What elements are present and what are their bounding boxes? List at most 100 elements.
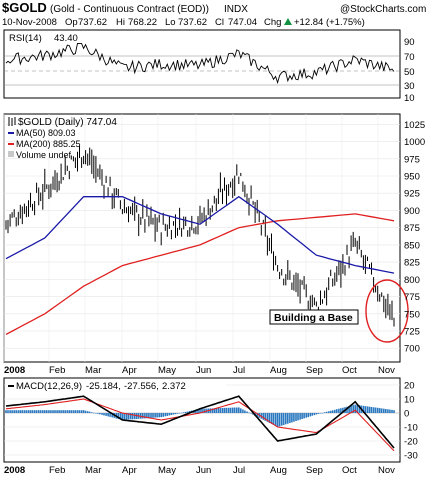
histogram-bar: [354, 404, 356, 413]
histogram-bar: [11, 410, 13, 413]
histogram-bar: [238, 407, 240, 413]
histogram-bar: [82, 410, 85, 413]
ma200-line: [5, 213, 395, 335]
change-value: +12.84 (+1.75%): [294, 17, 365, 28]
macd-value: -25.184,: [86, 381, 121, 392]
histogram-bar: [227, 407, 230, 413]
histogram-bar: [246, 411, 248, 413]
histogram-bar: [291, 413, 293, 423]
x-label: Mar: [85, 465, 101, 476]
histogram-value: 2.372: [162, 381, 186, 392]
base-highlight-circle: [365, 279, 409, 343]
histogram-bar: [29, 410, 32, 413]
price-tick: 950: [404, 172, 420, 183]
histogram-bar: [380, 408, 383, 413]
histogram-bar: [58, 410, 60, 413]
x-axis-price: 2008 Feb Mar Apr May Jun Jul Aug Sep Oct…: [4, 365, 395, 376]
price-tick: 800: [404, 275, 420, 286]
histogram-bar: [221, 408, 224, 413]
histogram-bar: [309, 413, 312, 417]
x-label: May: [158, 365, 176, 376]
histogram-bar: [5, 410, 7, 413]
histogram-bar: [366, 406, 369, 413]
histogram-bar: [119, 413, 122, 420]
macd-tick: -20: [404, 437, 418, 448]
histogram-bar: [329, 410, 332, 413]
x-label: Nov: [378, 465, 395, 476]
histogram-bar: [107, 413, 109, 417]
histogram-bar: [225, 407, 228, 413]
ma200-label: MA(200) 885.25: [16, 139, 81, 149]
histogram-bar: [97, 413, 99, 414]
histogram-bar: [383, 408, 385, 413]
histogram-bar: [307, 413, 309, 418]
price-tick: 750: [404, 309, 420, 320]
histogram-bar: [182, 412, 185, 413]
histogram-bar: [391, 409, 393, 413]
histogram-bar: [299, 413, 301, 420]
price-tick: 975: [404, 154, 420, 165]
low-label: Lo: [165, 17, 176, 28]
open-value: 737.62: [78, 17, 107, 28]
macd-line: [5, 395, 395, 449]
macd-label-bg: [6, 380, 226, 391]
histogram-bar: [319, 413, 322, 414]
x-label: Jun: [196, 465, 211, 476]
histogram-bar: [211, 408, 214, 413]
histogram-bar: [78, 410, 81, 413]
histogram-bar: [262, 413, 265, 420]
histogram-bar: [27, 410, 30, 413]
histogram-bar: [244, 410, 246, 413]
histogram-bar: [46, 410, 48, 413]
symbol-description: (Gold - Continuous Contract (EOD)): [50, 4, 209, 15]
histogram-bar: [99, 413, 101, 415]
histogram-bar: [178, 413, 181, 414]
x-label: Feb: [49, 465, 65, 476]
histogram-bar: [121, 413, 124, 420]
histogram-bar: [285, 413, 287, 425]
histogram-bar: [91, 412, 93, 413]
symbol: $GOLD: [2, 0, 47, 15]
histogram-bar: [236, 407, 238, 413]
up-arrow-icon: [284, 18, 292, 25]
histogram-bar: [189, 411, 191, 413]
histogram-bar: [201, 408, 203, 413]
histogram-bar: [197, 409, 199, 413]
rsi-label-bg: [6, 32, 98, 43]
histogram-bar: [152, 413, 154, 418]
histogram-bar: [385, 409, 387, 413]
rsi-ticks: 90 70 50 30 10: [404, 37, 415, 104]
x-label: Mar: [85, 365, 101, 376]
histogram-bar: [295, 413, 297, 421]
histogram-bar: [370, 407, 373, 413]
price-title: $GOLD (Daily) 747.04: [18, 117, 117, 128]
histogram-bar: [68, 410, 71, 413]
volume-swatch: [8, 151, 14, 157]
histogram-bar: [289, 413, 291, 423]
x-label: Jul: [233, 465, 245, 476]
macd-label: MACD(12,26,9): [16, 381, 82, 392]
ma50-line: [5, 195, 395, 274]
histogram-bar: [303, 413, 305, 419]
histogram-bar: [154, 413, 156, 418]
histogram-bar: [350, 405, 352, 413]
histogram-bar: [162, 413, 164, 417]
histogram-bar: [240, 408, 242, 413]
histogram-bar: [170, 413, 173, 415]
histogram-bar: [105, 413, 107, 416]
histogram-bar: [282, 413, 285, 425]
histogram-bar: [250, 413, 252, 414]
price-tick: 825: [404, 258, 420, 269]
x-label: Feb: [49, 365, 65, 376]
histogram-bar: [31, 410, 34, 413]
histogram-bar: [368, 406, 371, 413]
histogram-bar: [213, 408, 216, 413]
histogram-bar: [270, 413, 273, 424]
open-label: Op: [65, 17, 78, 28]
histogram-bar: [172, 413, 175, 415]
signal-value: -27.556,: [124, 381, 159, 392]
rsi-tick: 70: [404, 52, 415, 63]
histogram-bar: [176, 413, 179, 414]
histogram-bar: [334, 409, 336, 413]
